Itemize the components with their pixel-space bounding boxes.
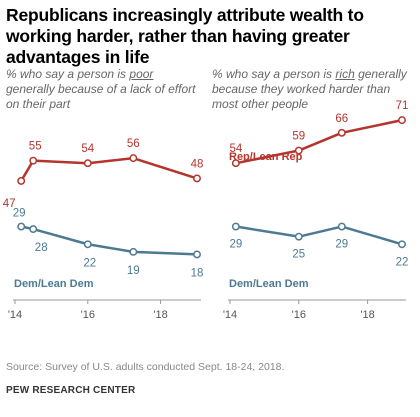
right-panel-subtitle: % who say a person is rich generally bec… (212, 67, 412, 112)
x-tick-label-panel-1: '16 (292, 309, 306, 321)
data-point-dem-panel-1 (294, 232, 303, 241)
data-label-dem-panel-1: 22 (396, 256, 409, 268)
data-point-dem-panel-0 (129, 247, 138, 256)
data-label-rep-panel-0: 54 (81, 143, 94, 155)
data-point-rep-panel-0 (83, 159, 92, 168)
data-point-rep-panel-1 (231, 159, 240, 168)
data-label-rep-panel-0: 56 (127, 138, 140, 150)
data-label-dem-panel-0: 29 (13, 208, 26, 220)
data-point-rep-panel-0 (193, 174, 201, 183)
data-label-rep-panel-1: 54 (229, 143, 242, 155)
data-label-dem-panel-0: 18 (191, 267, 204, 279)
data-label-rep-panel-1: 59 (292, 131, 305, 143)
data-label-dem-panel-0: 28 (35, 242, 48, 254)
data-point-rep-panel-1 (337, 128, 346, 137)
data-point-dem-panel-0 (17, 222, 26, 231)
x-tick-label-panel-0: '14 (8, 309, 22, 321)
data-label-dem-panel-1: 29 (335, 239, 348, 251)
data-point-dem-panel-0 (29, 225, 38, 234)
x-tick-label-panel-0: '16 (81, 309, 95, 321)
data-label-rep-panel-1: 71 (396, 100, 409, 112)
source-note: Source: Survey of U.S. adults conducted … (6, 361, 285, 373)
right-subtitle-post: generally because they worked harder tha… (212, 67, 407, 111)
data-label-dem-panel-0: 19 (127, 265, 140, 277)
data-point-dem-panel-0 (193, 250, 201, 259)
data-point-dem-panel-1 (231, 222, 240, 231)
left-panel-subtitle: % who say a person is poor generally bec… (6, 67, 201, 112)
data-point-dem-panel-0 (83, 240, 92, 249)
data-point-rep-panel-1 (398, 116, 406, 125)
data-point-rep-panel-0 (29, 156, 38, 165)
series-name-dem-panel-1: Dem/Lean Dem (229, 278, 309, 290)
x-tick-label-panel-1: '18 (360, 309, 374, 321)
data-point-rep-panel-0 (17, 176, 26, 185)
chart-title: Republicans increasingly attribute wealt… (6, 5, 364, 67)
series-line-rep-panel-0 (20, 156, 198, 182)
data-label-dem-panel-1: 29 (229, 239, 242, 251)
data-point-dem-panel-1 (398, 240, 406, 249)
org-name: PEW RESEARCH CENTER (6, 385, 136, 396)
series-line-rep-panel-1 (235, 118, 403, 165)
data-label-rep-panel-0: 48 (191, 158, 204, 170)
data-label-dem-panel-0: 22 (83, 257, 96, 269)
right-subtitle-pre: % who say a person is (212, 67, 336, 81)
data-label-rep-panel-0: 55 (29, 141, 42, 153)
left-subtitle-pre: % who say a person is (6, 67, 130, 81)
x-tick-label-panel-0: '18 (153, 309, 167, 321)
x-tick-label-panel-1: '14 (223, 309, 237, 321)
data-point-rep-panel-1 (294, 146, 303, 155)
data-point-dem-panel-1 (337, 222, 346, 231)
series-name-rep-panel-1: Rep/Lean Rep (229, 151, 303, 163)
right-subtitle-underlined: rich (335, 67, 355, 81)
series-line-dem-panel-1 (235, 225, 403, 246)
series-name-dem-panel-0: Dem/Lean Dem (14, 278, 94, 290)
data-label-dem-panel-1: 25 (292, 249, 305, 261)
data-label-rep-panel-0: 47 (3, 198, 16, 210)
data-point-rep-panel-0 (129, 154, 138, 163)
data-label-rep-panel-1: 66 (335, 113, 348, 125)
left-subtitle-post: generally because of a lack of effort on… (6, 82, 196, 111)
left-subtitle-underlined: poor (129, 67, 154, 81)
